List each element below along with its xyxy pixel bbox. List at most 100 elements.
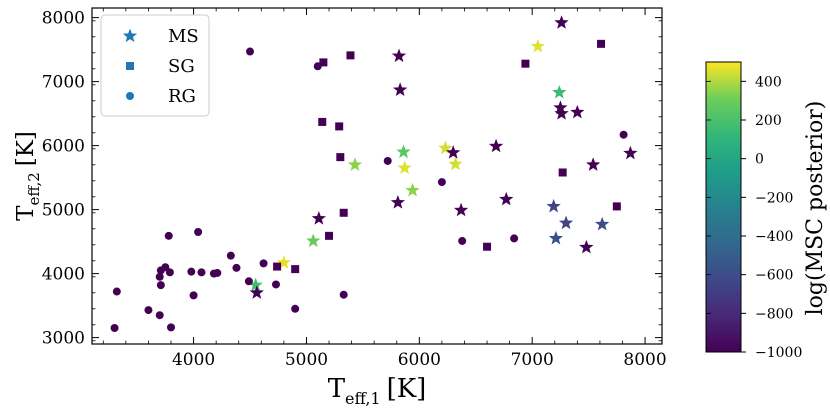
y-axis-title-main: T [13, 205, 39, 221]
x-axis-title-main: T [328, 374, 346, 404]
point-ms-star [499, 191, 514, 206]
point-ms-star [405, 182, 420, 197]
legend-label-sg: SG [168, 56, 195, 77]
point-sg-square [325, 231, 334, 240]
point-rg-circle [313, 62, 322, 71]
colorbar-ticks: −1000 −800 −600 −400 −200 0 200 400 [706, 74, 802, 361]
point-ms-star [396, 144, 411, 159]
point-rg-circle [619, 130, 628, 139]
x-axis-title-subscript: eff,1 [345, 389, 381, 408]
point-rg-circle [213, 268, 222, 277]
point-ms-star [586, 157, 601, 171]
point-rg-circle [383, 156, 392, 165]
point-ms-star [347, 157, 363, 171]
point-sg-square [597, 39, 606, 48]
point-ms-star [554, 15, 569, 29]
point-sg-square [291, 265, 300, 274]
point-rg-circle [155, 272, 164, 281]
y-axis-title-subscript: eff,2 [25, 172, 43, 205]
point-sg-square [318, 117, 327, 126]
axis-ticks: 4000 5000 6000 7000 8000 3000 4000 5000 6000 7000… [42, 8, 667, 370]
point-ms-star [453, 202, 469, 217]
point-rg-circle [437, 178, 446, 187]
point-rg-circle [510, 234, 519, 243]
point-ms-star [390, 195, 406, 209]
point-rg-circle [339, 290, 348, 299]
point-ms-star [579, 239, 594, 254]
colorbar-tick-label: 400 [755, 74, 782, 90]
point-sg-square [612, 202, 621, 211]
legend-marker-sg [126, 62, 134, 70]
point-rg-circle [271, 280, 280, 289]
point-ms-star [248, 277, 263, 292]
colorbar: −1000 −800 −600 −400 −200 0 200 400 log(MSC pos… [705, 61, 828, 361]
point-sg-square [346, 51, 355, 60]
point-ms-star [276, 255, 292, 269]
point-sg-square [483, 242, 492, 251]
point-rg-circle [144, 306, 153, 315]
x-tick-label: 7000 [511, 350, 554, 370]
point-ms-star [546, 198, 561, 213]
legend: MS SG RG [100, 14, 210, 117]
point-sg-square [335, 122, 344, 131]
point-rg-circle [110, 324, 119, 332]
point-sg-square [558, 168, 567, 177]
point-rg-circle [161, 263, 170, 272]
x-axis-title: Teff,1 [K] [328, 374, 427, 408]
point-ms-star [311, 211, 326, 225]
point-ms-star [558, 215, 574, 230]
point-rg-circle [194, 228, 203, 236]
point-ms-star [306, 233, 321, 248]
legend-marker-ms [122, 28, 138, 43]
colorbar-gradient [705, 61, 742, 353]
y-axis-title: Teff,2 [K] [13, 131, 43, 221]
point-ms-star [552, 84, 567, 99]
y-tick-label: 7000 [42, 73, 85, 93]
point-ms-star [397, 160, 412, 175]
point-rg-circle [156, 281, 165, 290]
colorbar-tick-label: −800 [755, 306, 793, 322]
point-ms-star [249, 285, 264, 299]
point-sg-square [319, 58, 328, 67]
y-tick-label: 8000 [42, 9, 85, 29]
colorbar-tick-label: −200 [755, 190, 793, 206]
point-ms-star [595, 216, 610, 231]
point-rg-circle [244, 277, 253, 286]
legend-markers [122, 28, 138, 100]
point-ms-star [570, 104, 585, 119]
point-rg-circle [165, 268, 174, 277]
colorbar-title: log(MSC posterior) [803, 101, 828, 316]
point-ms-star [623, 145, 638, 160]
point-rg-circle [232, 263, 241, 272]
x-tick-label: 4000 [172, 350, 215, 370]
point-ms-star [393, 82, 408, 96]
point-ms-star [448, 156, 463, 171]
y-tick-label: 5000 [42, 201, 85, 221]
legend-marker-rg [126, 92, 134, 100]
point-ms-star [553, 100, 568, 114]
point-ms-star [391, 48, 407, 63]
point-rg-circle [155, 311, 164, 320]
colorbar-tick-label: −1000 [755, 345, 802, 361]
data-points [110, 15, 638, 332]
point-rg-circle [458, 236, 467, 245]
point-rg-circle [259, 259, 268, 268]
point-sg-square [339, 208, 348, 217]
point-rg-circle [197, 268, 206, 277]
legend-label-ms: MS [168, 26, 199, 47]
point-sg-square [273, 262, 282, 271]
y-tick-label: 6000 [42, 137, 85, 157]
point-sg-square [336, 153, 345, 162]
point-rg-circle [226, 251, 235, 260]
plot-area-frame [91, 7, 663, 345]
colorbar-tick-label: −600 [755, 268, 793, 284]
point-rg-circle [246, 47, 255, 56]
y-axis-title-unit: [K] [13, 131, 39, 166]
x-tick-label: 6000 [398, 350, 441, 370]
y-tick-label: 4000 [42, 265, 85, 285]
point-rg-circle [291, 304, 300, 313]
point-ms-star [530, 38, 545, 53]
colorbar-tick-label: −400 [755, 229, 793, 245]
point-rg-circle [189, 291, 198, 300]
